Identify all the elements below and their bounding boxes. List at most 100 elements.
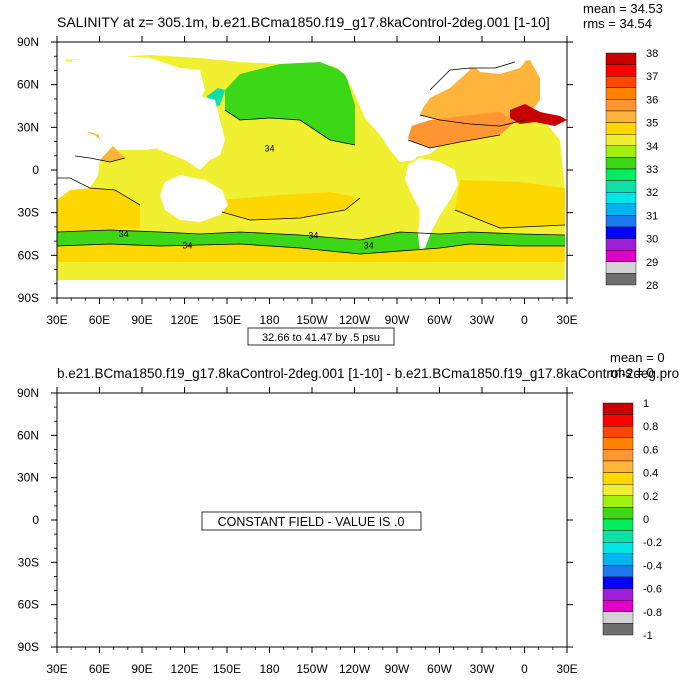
colorbar-swatch	[602, 472, 634, 485]
x-tick-label: 150E	[213, 662, 241, 676]
colorbar-swatch	[605, 122, 637, 135]
contour-34-antarctic-north	[57, 229, 566, 241]
panel2-rms: rms = 0	[610, 365, 654, 380]
land-north-america	[330, 55, 470, 162]
colorbar-swatch	[602, 426, 634, 439]
ocean-field-34-npac	[225, 62, 355, 145]
colorbar-label: -0.6	[643, 584, 662, 596]
colorbar-label: 32	[646, 187, 658, 199]
colorbar-swatch	[605, 249, 637, 262]
colorbar-swatch	[602, 623, 634, 636]
colorbar-swatch	[605, 226, 637, 239]
y-tick-label: 30N	[17, 120, 39, 134]
contour-label: 34	[119, 229, 129, 239]
panel1-map: 34 34 34 34 34	[57, 42, 567, 298]
contour-label: 34	[308, 230, 318, 240]
y-tick-label: 30S	[18, 206, 39, 220]
y-tick-label: 90N	[17, 386, 39, 400]
colorbar-swatch	[605, 180, 637, 193]
ocean-field-355-south	[57, 178, 140, 232]
x-tick-label: 90W	[385, 313, 410, 327]
colorbar-swatch	[602, 518, 634, 531]
colorbar-swatch	[605, 157, 637, 170]
contour-34-npac	[224, 109, 356, 146]
colorbar-swatch	[602, 553, 634, 566]
colorbar-label: 34	[646, 141, 658, 153]
x-tick-label: 90E	[131, 662, 152, 676]
x-tick-label: 60W	[427, 662, 452, 676]
y-tick-label: 60N	[17, 428, 39, 442]
colorbar-label: -0.4	[643, 560, 662, 572]
x-tick-label: 30W	[470, 313, 495, 327]
panel1-info-box	[247, 327, 395, 346]
panel2-title: b.e21.BCma1850.f19_g17.8kaControl-2deg.0…	[57, 366, 679, 381]
x-tick-label: 0	[521, 662, 528, 676]
colorbar-swatch	[602, 460, 634, 473]
x-tick-label: 120W	[339, 313, 371, 327]
colorbar-label: 30	[646, 234, 658, 246]
contour-north-atl	[429, 61, 516, 91]
colorbar-swatch	[602, 414, 634, 427]
x-tick-label: 30E	[46, 313, 67, 327]
x-tick-label: 30E	[556, 313, 577, 327]
colorbar-swatch	[605, 110, 637, 123]
y-tick-label: 90N	[17, 35, 39, 49]
colorbar-label: 0.8	[643, 421, 658, 433]
colorbar-label: 28	[646, 280, 658, 292]
x-tick-label: 120E	[170, 313, 198, 327]
colorbar-swatch	[602, 495, 634, 508]
contour-label: 34	[182, 240, 192, 250]
colorbar-label: 33	[646, 164, 658, 176]
x-tick-label: 90W	[385, 662, 410, 676]
ocean-field-365-atl	[405, 112, 515, 148]
colorbar-swatch	[605, 238, 637, 251]
colorbar-swatch	[602, 588, 634, 601]
colorbar-swatch	[605, 191, 637, 204]
contour-355-southpac	[221, 197, 361, 221]
colorbar-label: 35	[646, 118, 658, 130]
colorbar-swatch	[605, 52, 637, 65]
x-tick-label: 150E	[213, 313, 241, 327]
colorbar-label: 1	[643, 398, 649, 410]
colorbar-swatch	[602, 402, 634, 415]
panel1-colorbar: 38 37 36 35 34 33 32 31 30 29 28	[605, 48, 658, 292]
colorbar-swatch	[602, 507, 634, 520]
contour-355-atl	[454, 209, 566, 229]
colorbar-label: 31	[646, 210, 658, 222]
contour-34-antarctic-south	[57, 243, 565, 255]
colorbar-label: 0.6	[643, 444, 658, 456]
contour-label: 34	[264, 144, 274, 154]
colorbar-swatch	[605, 215, 637, 228]
x-tick-label: 60E	[89, 313, 110, 327]
colorbar-swatch	[602, 530, 634, 543]
land-india-asia	[100, 96, 225, 170]
y-tick-label: 60S	[18, 598, 39, 612]
x-tick-label: 150W	[296, 313, 328, 327]
colorbar-label: -1	[643, 630, 653, 642]
y-tick-label: 90S	[18, 291, 39, 305]
colorbar-label: 38	[646, 48, 658, 60]
panel2-constant-message: CONSTANT FIELD - VALUE IS .0	[218, 515, 405, 529]
panel1-axes: 30E 60E 90E 120E 150E 180 150W 120W 90W 60W 30W 0 30…	[17, 35, 578, 327]
colorbar-swatch	[602, 484, 634, 497]
colorbar-label: -0.2	[643, 537, 662, 549]
panel2-axes: 30E 60E 90E 120E 150E 180 150W 120W 90W 60W 30W 0 30…	[17, 386, 578, 676]
land-greenland	[470, 48, 530, 74]
colorbar-swatch	[602, 611, 634, 624]
colorbar-label: 0	[643, 514, 649, 526]
land-africa-europe	[57, 55, 205, 200]
panel-salinity: SALINITY at z= 305.1m, b.e21.BCma1850.f1…	[17, 1, 663, 346]
y-tick-label: 0	[32, 513, 39, 527]
x-tick-label: 180	[259, 662, 279, 676]
x-tick-label: 180	[259, 313, 279, 327]
x-tick-label: 90E	[131, 313, 152, 327]
x-tick-label: 60E	[89, 662, 110, 676]
colorbar-swatch	[605, 145, 637, 158]
colorbar-swatch	[605, 75, 637, 88]
x-tick-label: 150W	[296, 662, 328, 676]
y-tick-label: 60N	[17, 78, 39, 92]
panel1-rms: rms = 34.54	[583, 16, 652, 31]
land-arctic	[57, 42, 567, 52]
panel1-mean: mean = 34.53	[583, 1, 663, 16]
